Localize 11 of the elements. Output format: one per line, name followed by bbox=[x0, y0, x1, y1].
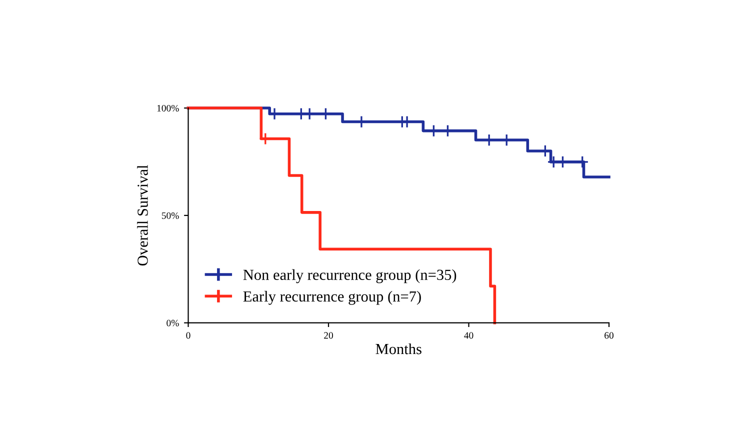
legend-label: Early recurrence group (n=7) bbox=[243, 290, 421, 305]
legend-label: Non early recurrence group (n=35) bbox=[243, 269, 456, 284]
x-tick-label: 20 bbox=[324, 332, 333, 339]
y-axis-title: Overall Survival bbox=[137, 165, 148, 266]
x-tick-label: 40 bbox=[464, 332, 474, 339]
x-tick-label: 60 bbox=[604, 332, 614, 339]
x-tick-label: 0 bbox=[186, 332, 190, 339]
y-tick-label: 100% bbox=[157, 104, 179, 112]
y-tick-label: 0% bbox=[166, 320, 179, 326]
x-axis-title: Months bbox=[376, 343, 422, 354]
y-tick-label: 50% bbox=[162, 212, 179, 219]
